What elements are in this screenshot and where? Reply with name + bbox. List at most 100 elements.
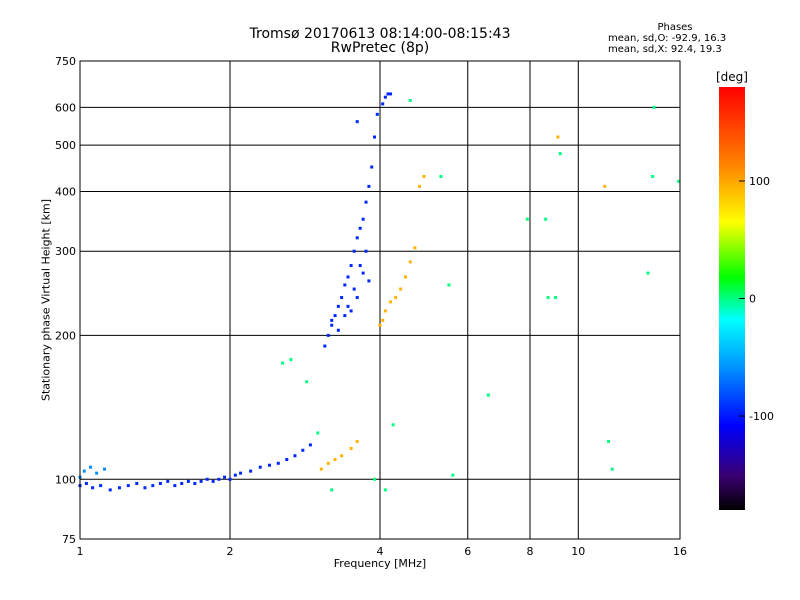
data-point [166,479,170,483]
data-point [391,423,395,427]
data-point [330,323,334,327]
data-point [99,484,103,488]
data-point [364,200,368,204]
x-tick-label: 6 [464,545,471,558]
data-point [370,165,374,169]
x-tick: 6 [464,545,471,558]
grid [80,61,680,539]
data-point [383,488,387,492]
data-point [186,479,190,483]
data-point [330,318,334,322]
y-tick-label: 75 [62,533,76,546]
data-point [367,184,371,188]
data-point [319,467,323,471]
data-point [126,484,130,488]
x-axis: 1 2 4 6 8 10 16 [77,545,688,558]
y-tick: 100 [55,473,76,486]
data-point [349,264,353,268]
data-point [205,477,209,481]
data-point [301,448,305,452]
data-point [276,461,280,465]
data-point [439,174,443,178]
data-point [233,473,237,477]
data-point [355,439,359,443]
colorbar-tick-label: 0 [749,293,756,306]
y-tick: 200 [55,329,76,342]
data-point [89,465,93,469]
data-point [381,318,385,322]
data-point [355,120,359,124]
data-point [285,457,289,461]
data-point [389,300,393,304]
data-point [399,287,403,291]
data-point [308,443,312,447]
data-point [151,484,155,488]
data-point [346,304,350,308]
data-point [646,271,650,275]
phase-stats-o: mean, sd,O: -92.9, 16.3 [608,33,727,44]
data-point [135,481,139,485]
x-tick-label: 1 [77,545,84,558]
data-point [343,283,347,287]
y-tick: 75 [62,533,76,546]
data-point [417,184,421,188]
data-point [677,179,681,183]
colorbar-label: [deg] [716,70,748,84]
data-point [607,439,611,443]
data-point [556,135,560,139]
data-point [403,275,407,279]
x-axis-label: Frequency [MHz] [333,557,427,570]
data-point [373,477,377,481]
data-point [349,446,353,450]
data-point [289,358,293,362]
x-tick: 1 [77,545,84,558]
data-point [413,246,417,250]
x-tick-label: 2 [227,545,234,558]
x-tick: 16 [673,545,687,558]
data-point [367,279,371,283]
data-point [486,393,490,397]
data-point [361,271,365,275]
chart-title: Tromsø 20170613 08:14:00-08:15:43 [249,26,511,42]
data-point [610,467,614,471]
y-tick: 400 [55,185,76,198]
data-point [330,488,334,492]
data-point [361,217,365,221]
data-point [603,184,607,188]
data-point [281,361,285,365]
y-tick: 600 [55,101,76,114]
data-point [358,226,362,230]
data-point [323,344,327,348]
data-point [352,249,356,253]
data-point [386,92,390,96]
data-point [394,296,398,300]
data-point [375,112,379,116]
y-tick-label: 200 [55,329,76,342]
data-point [355,296,359,300]
data-point [249,469,253,473]
data-point [553,296,557,300]
data-point [228,477,232,481]
colorbar-tick-group: 0 [749,293,756,306]
data-point [267,463,271,467]
y-tick-label: 600 [55,101,76,114]
y-tick-label: 100 [55,473,76,486]
data-point [180,481,184,485]
data-point [95,471,99,475]
data-point [352,287,356,291]
x-tick-label: 8 [527,545,534,558]
x-tick-label: 4 [377,545,384,558]
colorbar-tick-group: -100 [749,410,774,423]
data-point [373,135,377,139]
data-point [82,469,86,473]
data-point [91,486,95,490]
y-tick: 750 [55,55,76,68]
data-point [108,488,112,492]
data-point [349,309,353,313]
data-point [143,486,147,490]
colorbar-tick-label: -100 [749,410,774,423]
y-tick-label: 400 [55,185,76,198]
data-point [340,454,344,458]
chart-subtitle: RwPretec (8p) [330,40,430,56]
